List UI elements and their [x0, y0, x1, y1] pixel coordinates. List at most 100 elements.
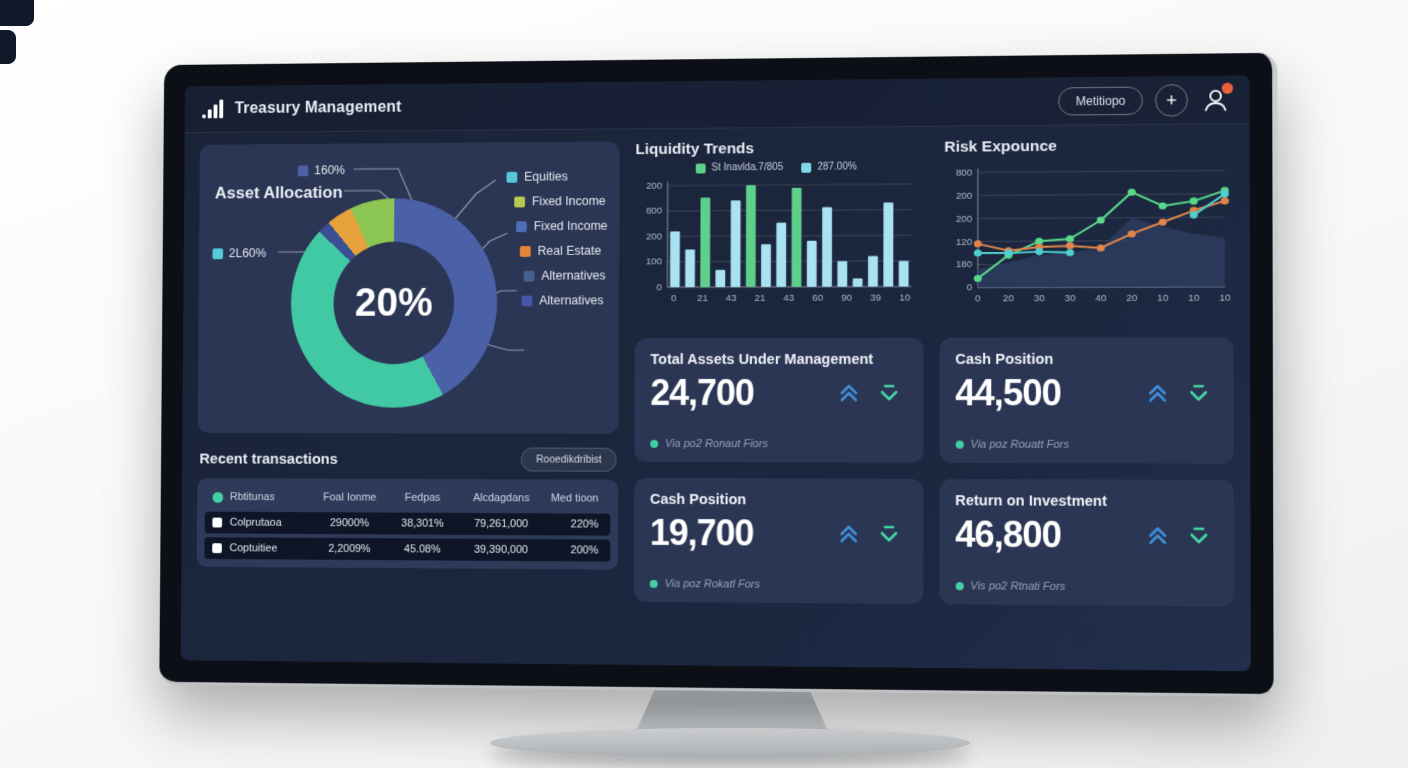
svg-text:180: 180: [955, 260, 972, 270]
kpi-value: 19,700: [649, 511, 754, 554]
kpi-value: 44,500: [955, 371, 1061, 414]
legend-swatch: [297, 164, 309, 176]
svg-text:10: 10: [1219, 293, 1230, 303]
svg-text:60: 60: [812, 293, 823, 303]
table-row[interactable]: Coptuitiee 2,2009% 45.08% 39,390,000 200%: [204, 537, 611, 562]
legend-swatch: [514, 196, 526, 207]
svg-text:30: 30: [1064, 294, 1075, 304]
dashboard-screen: Treasury Management Metitiopo +: [180, 75, 1251, 672]
kpi-title: Total Assets Under Management: [650, 351, 874, 369]
legend-swatch: [519, 245, 531, 257]
donut-center-value: 20%: [354, 280, 433, 325]
svg-text:21: 21: [754, 293, 765, 303]
status-dot: [955, 440, 964, 449]
legend-item: Alternatives: [521, 293, 608, 307]
table-row[interactable]: Colprutaoa 29000% 38,301% 79,261,000 220%: [204, 511, 611, 536]
svg-text:0: 0: [966, 283, 972, 293]
kpi-note: Via poz Rouatt Fors: [955, 439, 1217, 452]
transactions-section: Recent transactions Rooedikdribist Rbtit…: [196, 447, 619, 570]
asset-allocation-legend: Equities Fixed Income Fixed Income Real Est…: [506, 169, 608, 307]
asset-allocation-donut: 20%: [290, 197, 498, 408]
kpi-card: Return on Investment 46,800 Vis po2 Rtnat…: [938, 478, 1235, 607]
transactions-title: Recent transactions: [199, 450, 338, 468]
corner-object: [0, 30, 16, 64]
kpi-trend-icons: [836, 381, 900, 405]
transactions-table: Rbtitunas Foal Ionme Fedpas Alcdagdans Med t…: [196, 478, 619, 570]
legend-item: Fixed Income: [514, 194, 607, 208]
menu-button[interactable]: Metitiopo: [1058, 86, 1143, 116]
svg-text:10: 10: [899, 293, 910, 303]
table-cell: 45.08%: [404, 543, 441, 556]
kpi-card: Cash Position 44,500 Via poz Rouatt Fors: [939, 337, 1234, 464]
risk-exposure-panel: Risk Expounce 800 200 200 120 180 0 0 20 30 30 40 2…: [944, 136, 1233, 323]
svg-text:30: 30: [1033, 294, 1044, 304]
kpi-trend-icons: [1145, 381, 1211, 405]
row-checkbox[interactable]: [212, 543, 222, 554]
status-dot: [650, 439, 659, 448]
chevrons-up-icon[interactable]: [1145, 523, 1170, 548]
table-cell: 220%: [570, 518, 599, 531]
chevrons-up-icon[interactable]: [836, 522, 860, 546]
kpi-value-row: 24,700: [650, 372, 906, 414]
status-dot: [649, 579, 658, 588]
kpi-value: 24,700: [650, 371, 754, 414]
app-title: Treasury Management: [234, 98, 402, 117]
liquidity-trends-panel: Liquidity Trends St Inavlda.7/805 287.00%…: [635, 139, 918, 324]
user-profile-icon[interactable]: [1200, 82, 1234, 115]
legend-swatch: [521, 295, 533, 307]
liquidity-bar-chart: 200 800 200 100 00 21 43 21 43 60 90 39 10: [646, 174, 918, 303]
transactions-filter-button[interactable]: Rooedikdribist: [521, 447, 617, 472]
kpi-card: Total Assets Under Management 24,700 Via …: [634, 337, 923, 463]
legend-item: Fixed Income: [516, 219, 608, 233]
legend-swatch: [516, 220, 527, 232]
asset-allocation-panel: Asset Allocation 20% 160% 2L60% Equities F…: [197, 141, 620, 434]
svg-text:800: 800: [955, 168, 972, 178]
legend-swatch: [506, 171, 518, 183]
svg-text:43: 43: [783, 293, 794, 303]
monitor: Treasury Management Metitiopo +: [159, 52, 1279, 698]
table-cell: 200%: [570, 544, 599, 557]
chevron-down-icon[interactable]: [876, 522, 900, 546]
legend-item: 287.00%: [801, 161, 857, 173]
table-header-cell: Alcdagdans: [473, 492, 530, 505]
kpi-value-row: 44,500: [955, 372, 1217, 415]
svg-text:21: 21: [697, 293, 708, 303]
legend-swatch: [212, 247, 224, 259]
monitor-base: [490, 728, 970, 758]
risk-exposure-title: Risk Expounce: [944, 137, 1057, 156]
svg-text:200: 200: [955, 191, 972, 201]
svg-text:43: 43: [726, 293, 737, 303]
status-dot: [212, 491, 224, 503]
table-cell: 79,261,000: [474, 517, 529, 531]
kpi-note: Via poz Rokatl Fors: [649, 578, 907, 592]
kpi-card: Cash Position 19,700 Via poz Rokatl Fors: [633, 477, 923, 605]
donut-callout-label: 2L60%: [212, 246, 266, 260]
table-header-cell: Fedpas: [404, 491, 441, 504]
svg-text:10: 10: [1157, 293, 1168, 303]
corner-object: [0, 0, 34, 26]
svg-text:800: 800: [646, 206, 662, 216]
add-button[interactable]: +: [1155, 83, 1188, 117]
legend-item: Alternatives: [523, 269, 608, 283]
legend-swatch: [801, 162, 812, 173]
chevron-down-icon[interactable]: [1186, 524, 1211, 549]
donut-callout-label: 160%: [297, 163, 345, 177]
row-checkbox[interactable]: [212, 517, 223, 528]
legend-swatch: [695, 163, 706, 174]
kpi-value-row: 19,700: [650, 512, 907, 556]
svg-text:200: 200: [646, 181, 662, 191]
svg-text:90: 90: [841, 293, 852, 303]
legend-item: St Inavlda.7/805: [695, 162, 783, 174]
chevrons-up-icon[interactable]: [1145, 381, 1170, 405]
liquidity-legend: St Inavlda.7/805 287.00%: [635, 161, 918, 174]
svg-text:39: 39: [870, 293, 881, 303]
svg-text:200: 200: [646, 232, 662, 242]
kpi-note: Via po2 Ronaut Fiors: [650, 438, 907, 451]
chevron-down-icon[interactable]: [877, 381, 901, 405]
legend-swatch: [523, 270, 535, 282]
kpi-trend-icons: [1145, 523, 1211, 548]
asset-allocation-title: Asset Allocation: [214, 182, 343, 203]
chevron-down-icon[interactable]: [1186, 381, 1211, 405]
liquidity-trends-title: Liquidity Trends: [635, 140, 755, 159]
chevrons-up-icon[interactable]: [836, 381, 860, 405]
